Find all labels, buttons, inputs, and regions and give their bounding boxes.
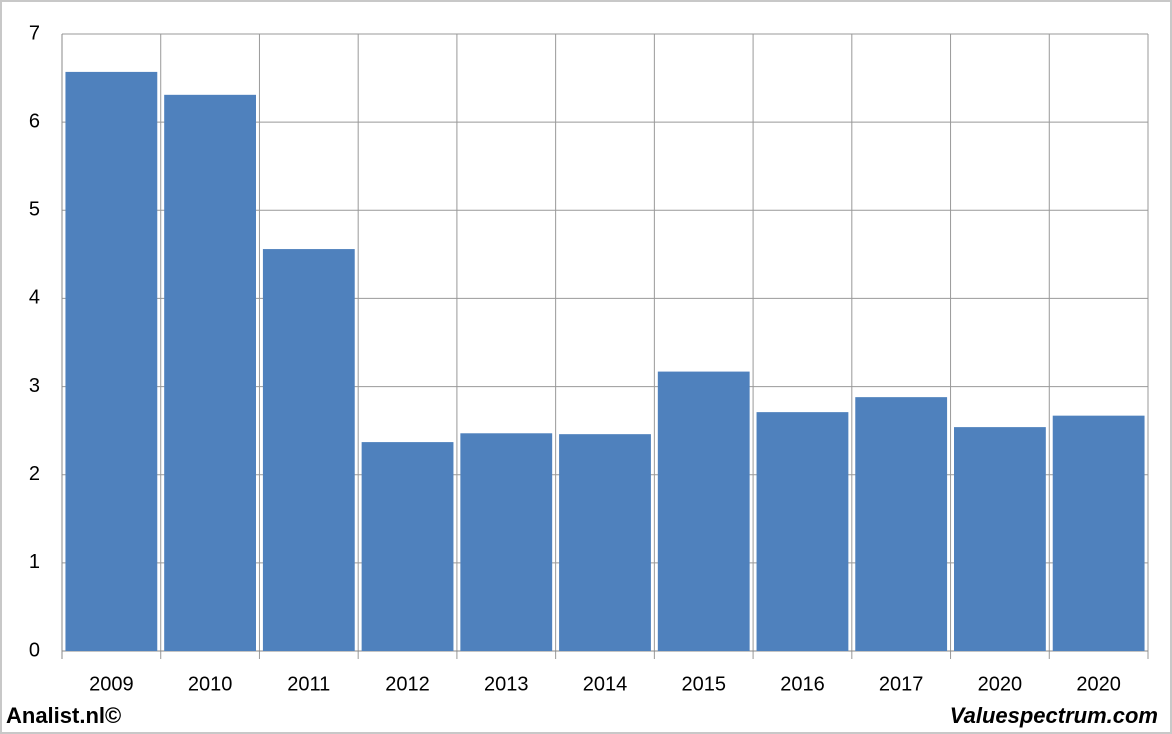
x-tick-label: 2010 [188, 673, 233, 695]
y-tick-label: 6 [29, 110, 40, 132]
x-tick-label: 2014 [583, 673, 628, 695]
bar [756, 412, 849, 651]
bar [164, 94, 256, 651]
bar [361, 442, 454, 651]
x-tick-label: 2011 [287, 673, 330, 695]
x-tick-label: 2017 [879, 673, 924, 695]
x-tick-label: 2013 [484, 673, 529, 695]
bar [1052, 415, 1145, 651]
bar [65, 71, 158, 651]
footer-left: Analist.nl© [6, 703, 121, 728]
bar [262, 249, 355, 651]
y-tick-label: 7 [29, 22, 40, 44]
bar [460, 433, 553, 651]
y-tick-label: 1 [29, 551, 40, 573]
x-tick-label: 2020 [1076, 673, 1121, 695]
y-tick-label: 2 [29, 463, 40, 485]
x-tick-label: 2016 [780, 673, 825, 695]
x-tick-label: 2015 [681, 673, 726, 695]
y-tick-label: 5 [29, 199, 40, 221]
x-tick-label: 2009 [89, 673, 134, 695]
y-tick-label: 0 [29, 639, 40, 661]
bar [657, 371, 750, 651]
bar [559, 434, 651, 651]
x-tick-label: 2020 [978, 673, 1023, 695]
footer-right: Valuespectrum.com [950, 703, 1158, 728]
bar [954, 427, 1046, 651]
x-tick-label: 2012 [385, 673, 430, 695]
y-tick-label: 4 [29, 287, 40, 309]
y-tick-label: 3 [29, 375, 40, 397]
bar [855, 397, 948, 651]
